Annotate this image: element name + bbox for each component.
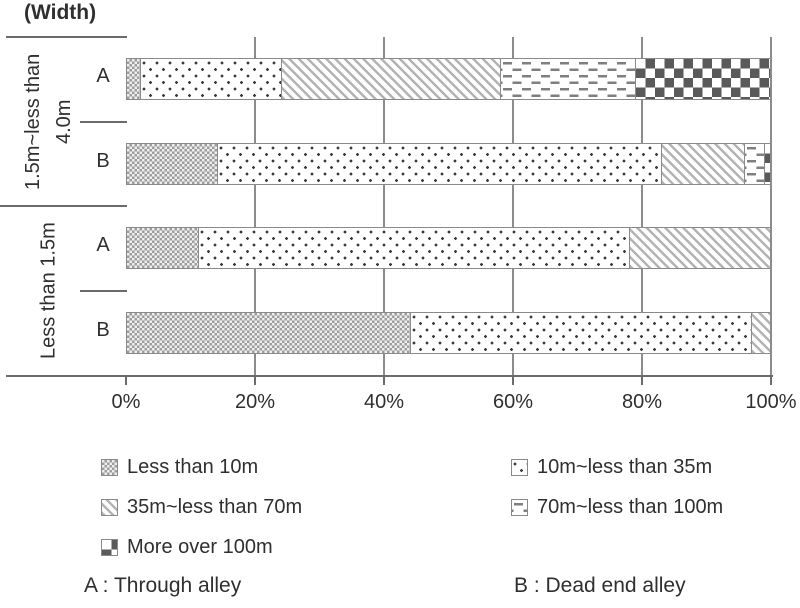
bar-label-A: A bbox=[96, 234, 110, 256]
legend-item: 10m~less than 35m bbox=[511, 456, 712, 479]
x-axis-tick bbox=[770, 375, 772, 385]
plot-area bbox=[126, 37, 772, 375]
bar-segment-dashes bbox=[744, 144, 764, 184]
bar-label-B: B bbox=[96, 150, 110, 172]
x-tick-label: 80% bbox=[621, 391, 663, 413]
bar-segment-dashes bbox=[499, 59, 635, 99]
group-box-top-line bbox=[6, 36, 127, 38]
legend-label: More over 100m bbox=[127, 536, 273, 558]
y-group-label: 1.5m~less than 4.0m bbox=[22, 53, 75, 190]
bar-segment-dots bbox=[139, 59, 282, 99]
x-axis-tick bbox=[125, 375, 127, 385]
x-tick-label: 20% bbox=[234, 391, 276, 413]
gridline-60 bbox=[512, 37, 514, 375]
x-axis: 0% 20% 40% 60% 80% 100% bbox=[0, 375, 800, 430]
bar-segment-fine-checker bbox=[127, 313, 410, 353]
x-tick-label: 100% bbox=[745, 391, 797, 413]
legend-swatch-fine-checker bbox=[101, 459, 118, 476]
legend-label: 35m~less than 70m bbox=[127, 496, 303, 518]
bar-segment-checkerboard bbox=[763, 144, 770, 184]
bar-segment-dots bbox=[217, 144, 661, 184]
bar-segment-diagonal-stripes bbox=[628, 228, 770, 268]
x-tick-label: 40% bbox=[363, 391, 405, 413]
bar-segment-fine-checker bbox=[127, 228, 198, 268]
chart-title: (Width) bbox=[24, 1, 97, 24]
bar-1.5m~less than 4.0m-A bbox=[126, 58, 771, 100]
gridline-80 bbox=[641, 37, 643, 375]
legend-item: 35m~less than 70m bbox=[101, 496, 302, 519]
legend-label: 10m~less than 35m bbox=[537, 456, 713, 478]
x-axis-tick bbox=[383, 375, 385, 385]
legend-swatch-checkerboard bbox=[101, 539, 118, 556]
x-tick-label: 60% bbox=[492, 391, 534, 413]
bar-label-A: A bbox=[96, 65, 110, 87]
gridline-40 bbox=[383, 37, 385, 375]
legend-swatch-dashes bbox=[511, 499, 528, 516]
bar-separator-tick bbox=[80, 121, 127, 123]
legend-item: 70m~less than 100m bbox=[511, 496, 723, 519]
legend-swatch-diagonal-stripes bbox=[101, 499, 118, 516]
y-axis-block: 1.5m~less than 4.0m A B Less than 1.5m A B bbox=[0, 36, 127, 375]
bar-segment-diagonal-stripes bbox=[281, 59, 500, 99]
bar-Less than 1.5m-A bbox=[126, 227, 771, 269]
bar-segment-checkerboard bbox=[634, 59, 770, 99]
group-separator-line bbox=[0, 205, 127, 207]
bar-segment-dots bbox=[409, 313, 751, 353]
legend-note-B: B : Dead end alley bbox=[514, 574, 686, 597]
legend-item: More over 100m bbox=[101, 536, 273, 559]
x-tick-label: 0% bbox=[111, 391, 141, 413]
bar-segment-fine-checker bbox=[127, 59, 140, 99]
x-axis-tick bbox=[641, 375, 643, 385]
bar-segment-diagonal-stripes bbox=[750, 313, 770, 353]
x-axis-tick bbox=[512, 375, 514, 385]
bar-segment-diagonal-stripes bbox=[660, 144, 745, 184]
legend-label: 70m~less than 100m bbox=[537, 496, 724, 518]
legend-note-A: A : Through alley bbox=[84, 574, 242, 597]
bar-Less than 1.5m-B bbox=[126, 312, 771, 354]
bar-label-B: B bbox=[96, 319, 110, 341]
bar-1.5m~less than 4.0m-B bbox=[126, 143, 771, 185]
bar-segment-fine-checker bbox=[127, 144, 218, 184]
legend-swatch-dots bbox=[511, 459, 528, 476]
legend-item: Less than 10m bbox=[101, 456, 258, 479]
x-axis-tick bbox=[254, 375, 256, 385]
gridline-20 bbox=[254, 37, 256, 375]
bar-separator-tick bbox=[80, 290, 127, 292]
legend-label: Less than 10m bbox=[127, 456, 259, 478]
y-group-label: Less than 1.5m bbox=[37, 222, 60, 359]
x-axis-line bbox=[6, 375, 773, 377]
bar-segment-dots bbox=[197, 228, 629, 268]
gridline-100 bbox=[770, 37, 772, 375]
legend: Less than 10m 10m~less than 35m 35m~less t… bbox=[0, 440, 800, 608]
